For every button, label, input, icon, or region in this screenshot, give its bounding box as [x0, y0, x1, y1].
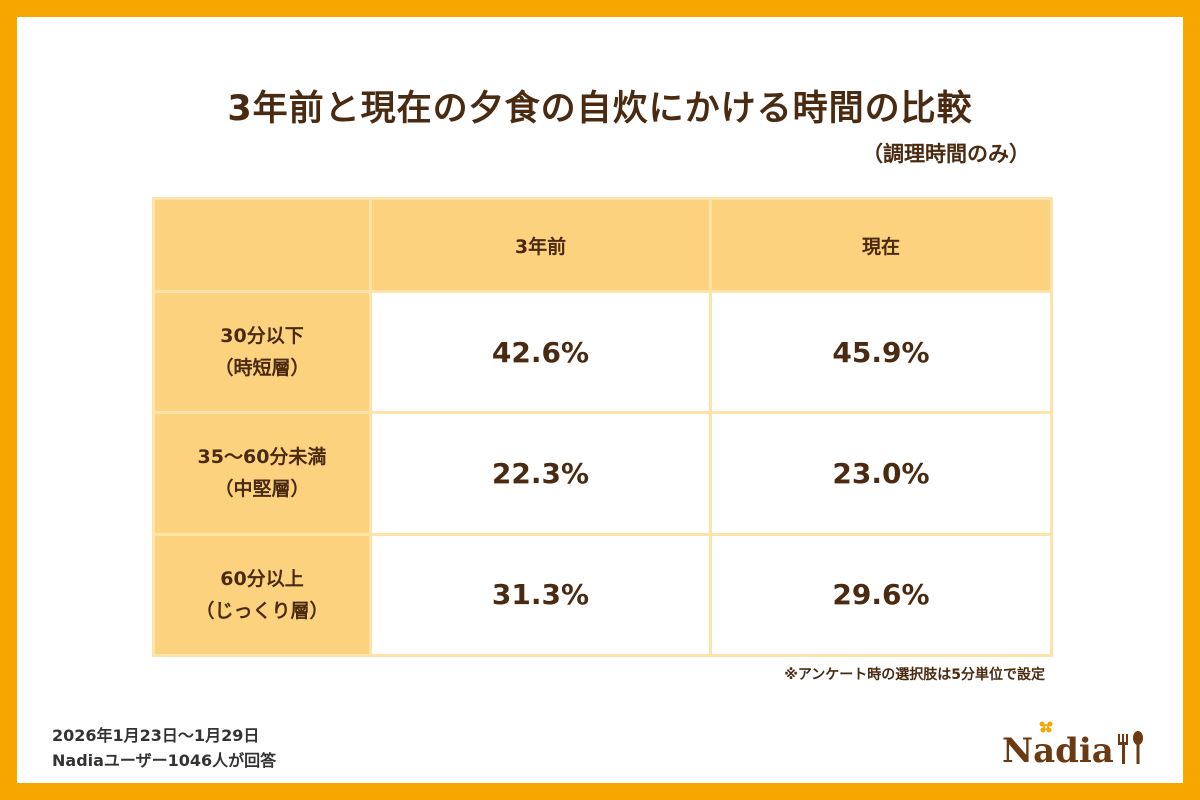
survey-respondents: Nadiaユーザー1046人が回答 — [52, 751, 277, 770]
row-label: 35～60分未満 — [197, 446, 327, 469]
logo-wordmark: Nadia — [1002, 731, 1114, 770]
column-header-3years-ago: 3年前 — [369, 197, 712, 293]
table-row: 30分以下 （時短層） 42.6% 45.9% — [152, 289, 1053, 415]
row-label: 30分以下 — [220, 325, 304, 348]
row-label: 60分以上 — [220, 567, 304, 590]
column-header-current: 現在 — [709, 197, 1053, 293]
value-cell: 31.3% — [369, 532, 712, 658]
value-cell: 22.3% — [369, 411, 712, 536]
row-header: 30分以下 （時短層） — [152, 289, 372, 415]
row-sublabel: （時短層） — [214, 357, 310, 380]
spoon-icon — [1133, 731, 1143, 764]
value-cell: 23.0% — [709, 411, 1053, 536]
chart-subtitle: （調理時間のみ） — [862, 142, 1030, 166]
nadia-logo: Nadia — [1002, 721, 1143, 770]
row-sublabel: （中堅層） — [214, 478, 310, 501]
row-sublabel: （じっくり層） — [195, 599, 329, 622]
value-cell: 45.9% — [709, 289, 1053, 415]
chart-title: 3年前と現在の夕食の自炊にかける時間の比較 — [227, 89, 973, 129]
comparison-table: 3年前 現在 30分以下 （時短層） 42.6% 45.9% 35～60分未満 … — [152, 197, 1053, 658]
corner-cell — [152, 197, 372, 293]
footnote: ※アンケート時の選択肢は5分単位で設定 — [784, 667, 1045, 683]
value-cell: 42.6% — [369, 289, 712, 415]
row-header: 35～60分未満 （中堅層） — [152, 411, 372, 536]
row-header: 60分以上 （じっくり層） — [152, 532, 372, 658]
table-row: 35～60分未満 （中堅層） 22.3% 23.0% — [152, 411, 1053, 536]
header-row: 3年前 現在 — [152, 197, 1053, 293]
table-row: 60分以上 （じっくり層） 31.3% 29.6% — [152, 532, 1053, 658]
flower-icon — [1039, 721, 1053, 733]
survey-info: 2026年1月23日～1月29日 Nadiaユーザー1046人が回答 — [52, 723, 276, 773]
survey-period: 2026年1月23日～1月29日 — [52, 726, 260, 745]
fork-icon — [1118, 734, 1128, 764]
value-cell: 29.6% — [709, 532, 1053, 658]
